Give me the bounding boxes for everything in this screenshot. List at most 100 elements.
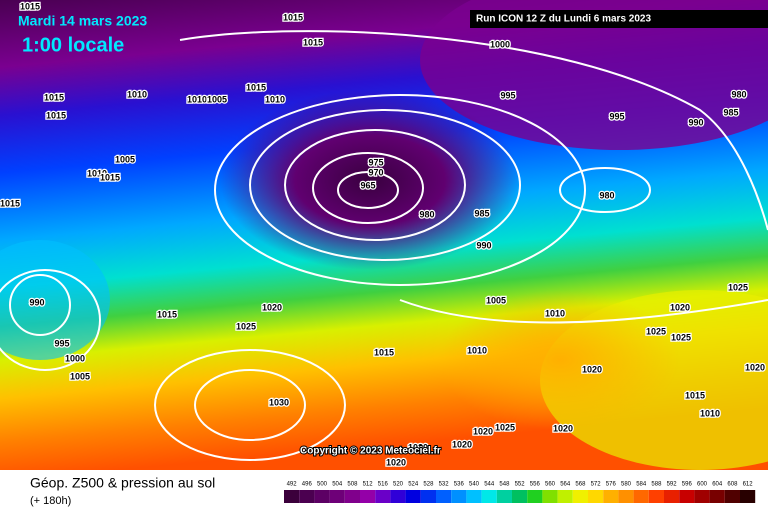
isobar-label: 1020 — [745, 362, 765, 372]
isobar-label: 1015 — [20, 1, 40, 11]
scale-swatch — [557, 490, 573, 503]
copyright: Copyright © 2023 Meteociel.fr — [300, 446, 441, 457]
isobar-label: 1015 — [100, 172, 120, 182]
scale-label: 516 — [378, 482, 389, 488]
scale-swatch — [527, 490, 543, 503]
scale-swatch — [405, 490, 421, 503]
isobar-label: 1015 — [246, 82, 266, 92]
isobar-label: 1005 — [115, 154, 135, 164]
scale-label: 552 — [515, 482, 526, 488]
scale-swatch — [436, 490, 452, 503]
isobar-label: 985 — [474, 208, 489, 218]
isobar-label: 975 — [368, 157, 383, 167]
valid-date: Mardi 14 mars 2023 — [18, 13, 147, 29]
scale-label: 536 — [454, 482, 465, 488]
scale-label: 592 — [667, 482, 678, 488]
scale-swatch — [466, 490, 482, 503]
isobar-label: 995 — [500, 90, 515, 100]
scale-label: 576 — [606, 482, 617, 488]
scale-swatch — [618, 490, 634, 503]
scale-swatch — [344, 490, 360, 503]
scale-swatch — [451, 490, 467, 503]
isobar-label: 995 — [609, 111, 624, 121]
isobar-label: 1005 — [486, 295, 506, 305]
isobar-label: 1015 — [44, 92, 64, 102]
scale-label: 604 — [712, 482, 723, 488]
isobar-label: 1020 — [408, 442, 428, 452]
scale-label: 608 — [727, 482, 738, 488]
scale-swatch — [633, 490, 649, 503]
isobar-label: 1015 — [157, 309, 177, 319]
isobar-label: 1020 — [582, 364, 602, 374]
scale-swatch — [481, 490, 497, 503]
scale-label: 496 — [302, 482, 313, 488]
scale-label: 564 — [560, 482, 571, 488]
isobar-label: 995 — [54, 338, 69, 348]
scale-swatch — [588, 490, 604, 503]
run-info: Run ICON 12 Z du Lundi 6 mars 2023 — [476, 14, 651, 25]
isobar-label: 1010 — [467, 345, 487, 355]
scale-label: 556 — [530, 482, 541, 488]
isobar-label: 1000 — [490, 39, 510, 49]
scale-swatch — [512, 490, 528, 503]
isobar-label: 1020 — [452, 439, 472, 449]
isobar-label: 1015 — [0, 198, 20, 208]
scale-label: 572 — [591, 482, 602, 488]
scale-swatch — [375, 490, 391, 503]
scale-swatch — [724, 490, 740, 503]
isobar-label: 990 — [688, 117, 703, 127]
scale-label: 560 — [545, 482, 556, 488]
isobar-label: 1015 — [374, 347, 394, 357]
scale-label: 580 — [621, 482, 632, 488]
scale-swatch — [542, 490, 558, 503]
isobar-label: 1005 — [207, 94, 227, 104]
footer-title: Géop. Z500 & pression au sol — [30, 475, 215, 491]
isobar-label: 1015 — [685, 390, 705, 400]
scale-label: 528 — [423, 482, 434, 488]
isobar-label: 1015 — [303, 37, 323, 47]
isobar-label: 1000 — [65, 353, 85, 363]
isobar-label: 1020 — [553, 423, 573, 433]
scale-label: 540 — [469, 482, 480, 488]
isobar-label: 1010 — [127, 89, 147, 99]
scale-swatch — [420, 490, 436, 503]
scale-label: 524 — [408, 482, 419, 488]
valid-time: 1:00 locale — [22, 34, 124, 56]
color-scale: 492 496 500 504 508 512 516 520 524 528 532 536 540 5… — [284, 482, 756, 503]
isobar-label: 1025 — [236, 321, 256, 331]
isobar-label: 1015 — [46, 110, 66, 120]
isobar-label: 965 — [360, 180, 375, 190]
scale-label: 588 — [651, 482, 662, 488]
isobar-label: 1020 — [473, 426, 493, 436]
scale-swatch — [314, 490, 330, 503]
isobar-label: 980 — [599, 190, 614, 200]
scale-label: 508 — [347, 482, 358, 488]
isobar-label: 1010 — [187, 94, 207, 104]
footer-lead: (+ 180h) — [30, 495, 71, 507]
scale-swatch — [603, 490, 619, 503]
scale-swatch — [496, 490, 512, 503]
isobar-label: 1010 — [700, 408, 720, 418]
isobar-label: 1025 — [495, 422, 515, 432]
scale-label: 504 — [332, 482, 343, 488]
scale-label: 596 — [682, 482, 693, 488]
scale-swatch — [679, 490, 695, 503]
isobar-label: 1025 — [646, 326, 666, 336]
isobar-label: 990 — [29, 297, 44, 307]
scale-swatch — [709, 490, 725, 503]
isobar-label: 1020 — [670, 302, 690, 312]
scale-swatch — [360, 490, 376, 503]
run-box — [470, 10, 768, 28]
isobar-label: 1025 — [728, 282, 748, 292]
scale-label: 568 — [575, 482, 586, 488]
isobar-label: 1020 — [262, 302, 282, 312]
scale-label: 520 — [393, 482, 404, 488]
isobar-label: 970 — [368, 167, 383, 177]
scale-label: 612 — [743, 482, 754, 488]
scale-swatch — [572, 490, 588, 503]
scale-label: 548 — [499, 482, 510, 488]
scale-swatch — [648, 490, 664, 503]
isobar-label: 1010 — [545, 308, 565, 318]
